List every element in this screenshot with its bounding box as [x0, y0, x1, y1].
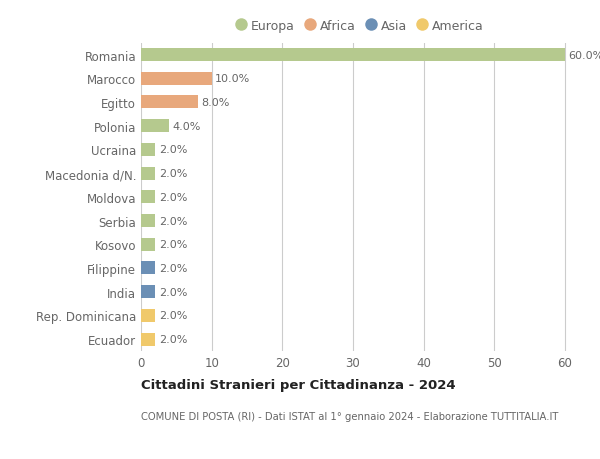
- Text: 2.0%: 2.0%: [158, 311, 187, 321]
- Text: Cittadini Stranieri per Cittadinanza - 2024: Cittadini Stranieri per Cittadinanza - 2…: [141, 379, 455, 392]
- Bar: [141, 144, 155, 157]
- Bar: [141, 49, 565, 62]
- Text: 2.0%: 2.0%: [158, 263, 187, 273]
- Bar: [141, 191, 155, 204]
- Text: 2.0%: 2.0%: [158, 216, 187, 226]
- Text: 2.0%: 2.0%: [158, 169, 187, 179]
- Bar: [141, 309, 155, 322]
- Bar: [141, 262, 155, 275]
- Bar: [141, 120, 169, 133]
- Bar: [141, 73, 212, 85]
- Bar: [141, 167, 155, 180]
- Bar: [141, 238, 155, 251]
- Bar: [141, 285, 155, 298]
- Bar: [141, 214, 155, 228]
- Text: 10.0%: 10.0%: [215, 74, 250, 84]
- Bar: [141, 333, 155, 346]
- Text: 2.0%: 2.0%: [158, 334, 187, 344]
- Bar: [141, 96, 197, 109]
- Text: 4.0%: 4.0%: [173, 122, 201, 131]
- Text: 60.0%: 60.0%: [568, 50, 600, 61]
- Text: 2.0%: 2.0%: [158, 192, 187, 202]
- Legend: Europa, Africa, Asia, America: Europa, Africa, Asia, America: [231, 15, 489, 38]
- Text: 2.0%: 2.0%: [158, 240, 187, 250]
- Text: 8.0%: 8.0%: [201, 98, 229, 108]
- Text: COMUNE DI POSTA (RI) - Dati ISTAT al 1° gennaio 2024 - Elaborazione TUTTITALIA.I: COMUNE DI POSTA (RI) - Dati ISTAT al 1° …: [141, 411, 559, 421]
- Text: 2.0%: 2.0%: [158, 287, 187, 297]
- Text: 2.0%: 2.0%: [158, 145, 187, 155]
